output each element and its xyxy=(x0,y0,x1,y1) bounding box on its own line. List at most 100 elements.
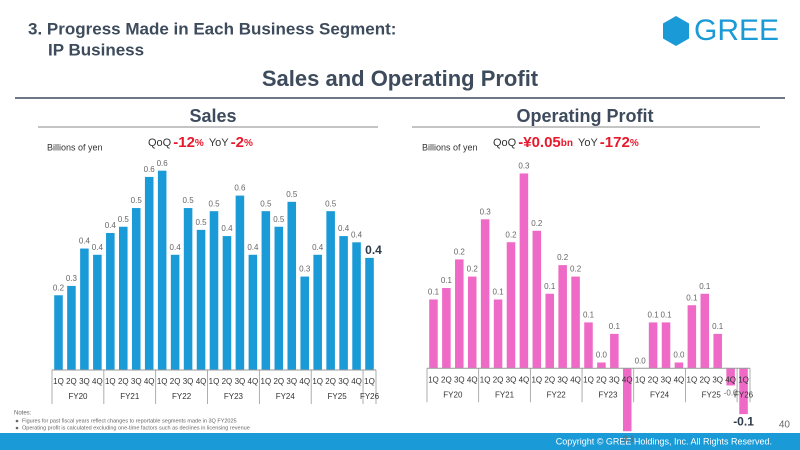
data-label: 0.5 xyxy=(260,199,272,208)
bar xyxy=(93,254,102,370)
bar xyxy=(196,229,206,370)
x-tick-label: 4Q xyxy=(299,377,310,386)
bar xyxy=(571,276,580,369)
x-tick-label: 2Q xyxy=(66,377,77,386)
data-label: 0.0 xyxy=(635,356,647,365)
growth-unit: % xyxy=(195,138,204,149)
group-label: FY22 xyxy=(547,390,567,399)
x-tick-label: 1Q xyxy=(635,375,646,384)
bar xyxy=(739,368,748,415)
data-label: 0.2 xyxy=(557,253,569,262)
x-tick-label: 1Q xyxy=(583,375,594,384)
x-tick-label: 1Q xyxy=(312,377,323,386)
group-label: FY23 xyxy=(224,392,244,401)
x-tick-label: 1Q xyxy=(157,377,168,386)
bar xyxy=(144,176,154,370)
growth-label: QoQ xyxy=(493,137,517,149)
x-tick-label: 3Q xyxy=(557,375,568,384)
bar xyxy=(131,208,141,370)
x-tick-label: 3Q xyxy=(235,377,246,386)
group-label: FY23 xyxy=(598,390,618,399)
growth-unit: % xyxy=(244,138,253,149)
x-tick-label: 4Q xyxy=(467,375,478,384)
bar xyxy=(467,276,477,369)
x-tick-label: 2Q xyxy=(325,377,336,386)
data-label: 0.1 xyxy=(660,311,672,320)
logo-text: GREE xyxy=(694,14,779,47)
bar xyxy=(222,236,232,370)
x-tick-label: 1Q xyxy=(428,375,439,384)
bar xyxy=(183,208,193,370)
x-tick-label: 2Q xyxy=(493,375,504,384)
bar xyxy=(287,201,297,370)
x-tick-label: 1Q xyxy=(531,375,542,384)
logo-mark xyxy=(663,16,689,46)
x-tick-label: 3Q xyxy=(609,375,620,384)
bar xyxy=(713,333,722,369)
group-label: FY24 xyxy=(650,390,670,399)
data-label: 0.1 xyxy=(441,276,453,285)
data-label: 0.3 xyxy=(299,265,311,274)
data-label: 0.5 xyxy=(273,215,285,224)
group-label: FY21 xyxy=(120,392,140,401)
growth-value: -12 xyxy=(173,134,195,151)
data-label: 0.5 xyxy=(131,196,143,205)
data-label: 0.1 xyxy=(699,282,711,291)
unit-label: Billions of yen xyxy=(422,142,478,152)
bar xyxy=(209,211,219,370)
x-tick-label: 4Q xyxy=(144,377,155,386)
bar xyxy=(248,254,258,370)
bar xyxy=(442,288,451,369)
bar xyxy=(157,170,167,370)
bar xyxy=(67,285,76,370)
data-label: 0.1 xyxy=(583,311,595,320)
x-tick-label: 4Q xyxy=(622,375,633,384)
bar xyxy=(170,254,180,370)
notes-title: Notes: xyxy=(14,411,32,417)
data-label: 0.4 xyxy=(79,237,91,246)
data-label: 0.3 xyxy=(66,274,78,283)
bar xyxy=(597,362,606,369)
bar xyxy=(480,219,490,369)
data-label: 0.4 xyxy=(170,243,182,252)
data-label: 0.4 xyxy=(338,224,350,233)
slide-title: IP Business xyxy=(48,40,144,59)
x-tick-label: 1Q xyxy=(261,377,272,386)
bar xyxy=(622,368,632,432)
data-label: -0.0 xyxy=(724,389,738,398)
bar xyxy=(700,293,710,369)
data-label: 0.1 xyxy=(712,322,724,331)
x-tick-label: 2Q xyxy=(648,375,659,384)
x-tick-label: 3Q xyxy=(338,377,349,386)
growth-label: YoY xyxy=(209,137,229,149)
x-tick-label: 2Q xyxy=(170,377,181,386)
growth-label: QoQ xyxy=(148,137,172,149)
x-tick-label: 1Q xyxy=(687,375,698,384)
data-label: -0.1 xyxy=(733,414,754,428)
bar xyxy=(339,236,348,370)
data-label: 0.6 xyxy=(157,159,169,168)
slide-title: 3. Progress Made in Each Business Segmen… xyxy=(28,19,396,38)
bar xyxy=(506,242,516,369)
data-label: 0.5 xyxy=(195,218,207,227)
chart-title: Operating Profit xyxy=(516,106,653,126)
data-label: 0.4 xyxy=(312,243,324,252)
data-label: 0.1 xyxy=(428,288,440,297)
bar xyxy=(313,254,322,370)
data-label: 0.2 xyxy=(454,248,466,257)
data-label: 0.4 xyxy=(247,243,259,252)
group-label: FY24 xyxy=(276,392,296,401)
bar xyxy=(545,293,555,369)
x-tick-label: 3Q xyxy=(131,377,142,386)
bar xyxy=(261,211,271,370)
bar xyxy=(54,295,63,370)
bar xyxy=(584,322,593,369)
bar xyxy=(80,248,89,370)
x-tick-label: 3Q xyxy=(183,377,194,386)
x-tick-label: 4Q xyxy=(570,375,581,384)
unit-label: Billions of yen xyxy=(47,142,103,152)
bar xyxy=(610,333,619,369)
x-tick-label: 2Q xyxy=(222,377,233,386)
growth-unit: bn xyxy=(561,138,573,149)
